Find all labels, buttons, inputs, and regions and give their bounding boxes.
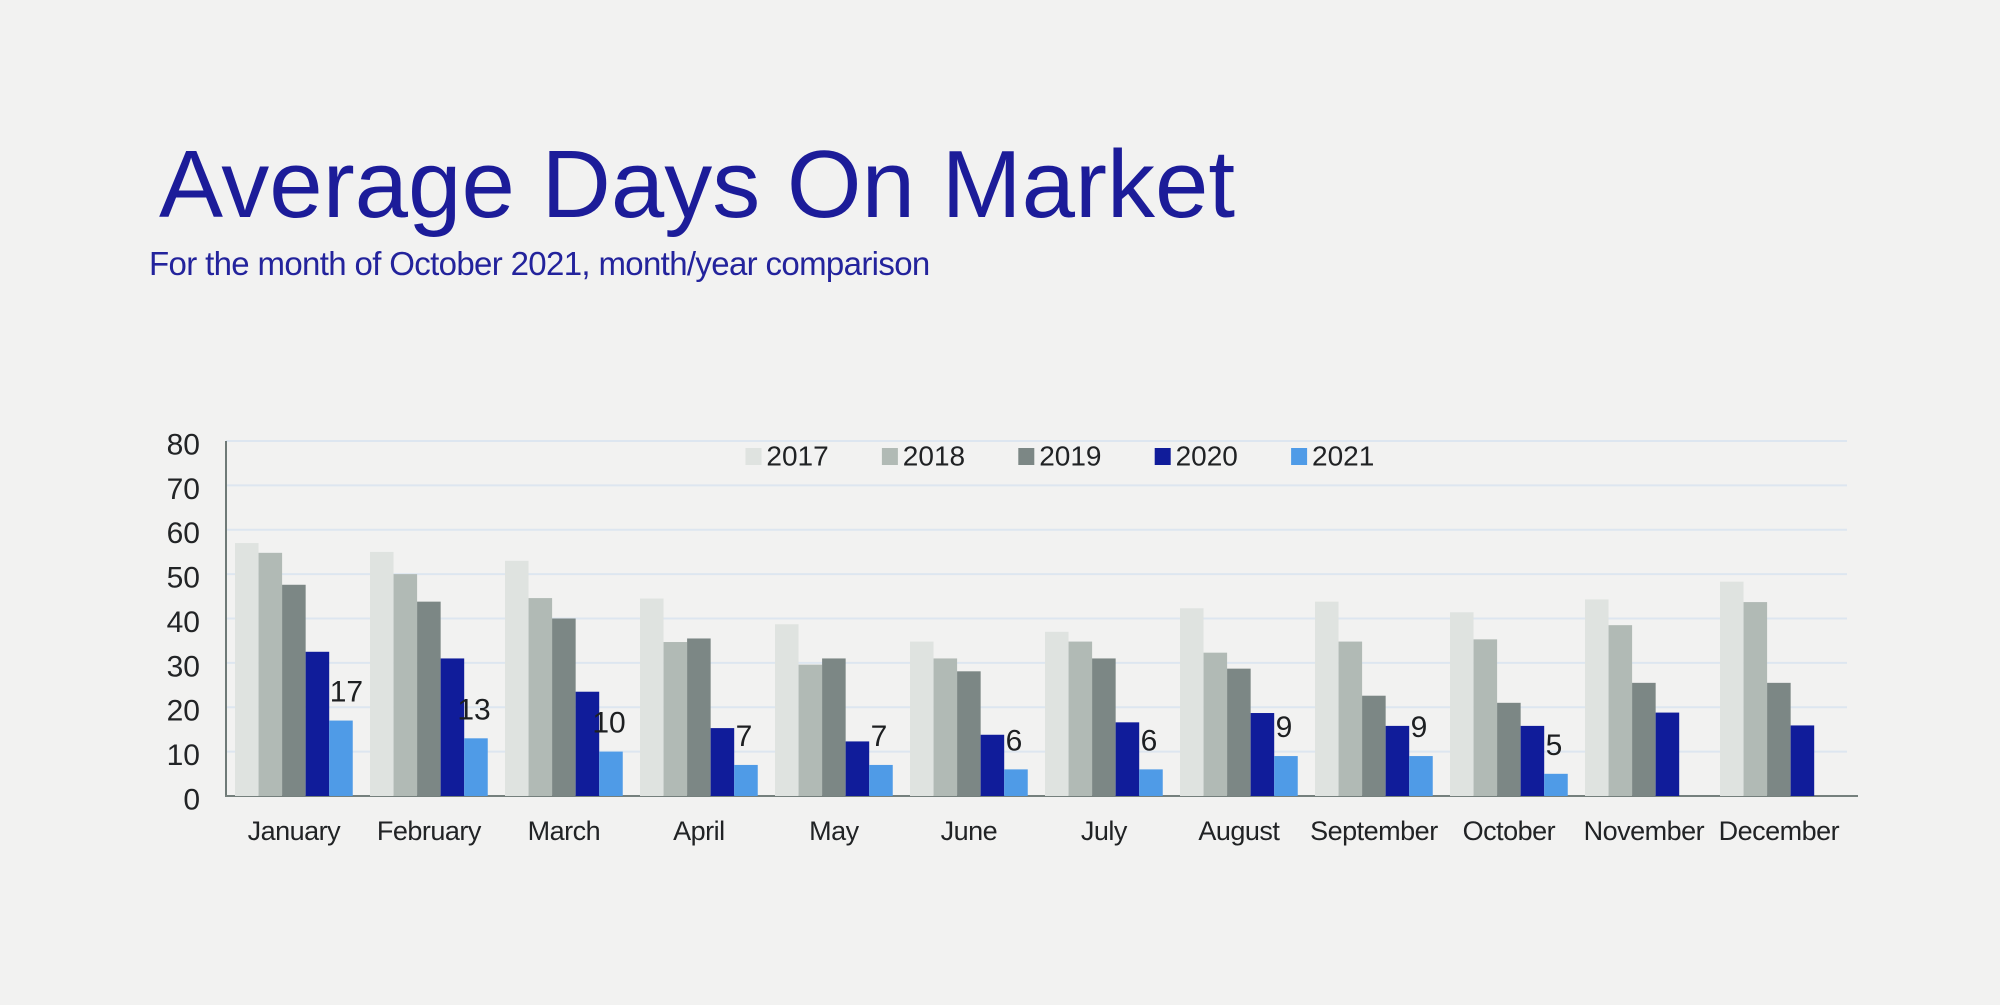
svg-text:7: 7 (871, 720, 888, 753)
svg-text:30: 30 (167, 650, 200, 683)
svg-text:2019: 2019 (1039, 441, 1101, 472)
svg-text:March: March (528, 816, 601, 846)
svg-text:13: 13 (457, 693, 490, 726)
svg-text:70: 70 (167, 473, 200, 506)
svg-text:February: February (377, 816, 482, 846)
svg-text:9: 9 (1411, 711, 1428, 744)
svg-text:May: May (809, 816, 860, 846)
svg-text:9: 9 (1276, 711, 1293, 744)
svg-text:10: 10 (167, 739, 200, 772)
svg-text:January: January (248, 816, 342, 846)
svg-text:2018: 2018 (903, 441, 965, 472)
svg-text:July: July (1081, 816, 1128, 846)
svg-text:50: 50 (167, 562, 200, 595)
svg-text:10: 10 (592, 707, 625, 740)
svg-text:2020: 2020 (1176, 441, 1238, 472)
svg-text:December: December (1719, 816, 1840, 846)
svg-text:2017: 2017 (766, 441, 828, 472)
svg-text:August: August (1198, 816, 1280, 846)
svg-text:6: 6 (1006, 724, 1023, 757)
svg-text:April: April (673, 816, 725, 846)
svg-text:September: September (1310, 816, 1438, 846)
svg-text:June: June (941, 816, 998, 846)
svg-text:60: 60 (167, 517, 200, 550)
svg-text:November: November (1584, 816, 1705, 846)
svg-text:80: 80 (167, 428, 200, 461)
svg-text:40: 40 (167, 606, 200, 639)
svg-text:17: 17 (330, 676, 363, 709)
svg-text:5: 5 (1546, 729, 1563, 762)
svg-text:Average Days On Market: Average Days On Market (159, 131, 1235, 238)
svg-text:6: 6 (1141, 724, 1158, 757)
svg-text:For the month of October 2021,: For the month of October 2021, month/yea… (149, 245, 930, 282)
svg-text:7: 7 (736, 720, 753, 753)
svg-text:October: October (1463, 816, 1556, 846)
svg-text:2021: 2021 (1312, 441, 1374, 472)
svg-text:0: 0 (183, 783, 200, 816)
svg-text:20: 20 (167, 695, 200, 728)
